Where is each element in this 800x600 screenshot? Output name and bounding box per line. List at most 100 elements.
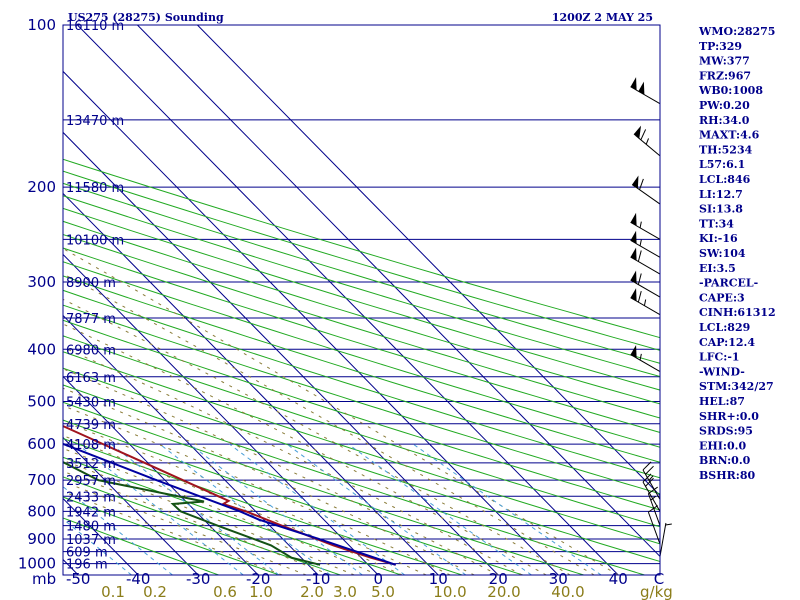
index-line: CINH:61312 xyxy=(699,306,776,319)
index-line: LFC:-1 xyxy=(699,351,740,364)
height-label: 16110 m xyxy=(66,19,124,34)
wind-barb-flag xyxy=(642,461,652,471)
index-line: LI:12.7 xyxy=(699,188,743,201)
mixing-ratio-line xyxy=(412,443,602,575)
mixing-ratio-label: 1.0 xyxy=(249,583,273,600)
height-label: 6980 m xyxy=(66,343,116,358)
dry-adiabat xyxy=(63,496,280,575)
wind-barb-half-flag xyxy=(639,221,642,228)
wind-barb-pennant xyxy=(630,247,637,261)
wind-barb-pennant xyxy=(630,345,637,359)
mixing-ratio-label: 2.0 xyxy=(300,583,324,600)
wind-barb-flag xyxy=(637,291,642,303)
wind-barb-pennant xyxy=(630,230,637,244)
wind-barb xyxy=(659,522,672,557)
wind-barb-pennant xyxy=(633,125,642,139)
wind-barb-pennant xyxy=(632,175,639,189)
pressure-tick-label: 400 xyxy=(27,340,56,358)
mixing-ratio-label: 3.0 xyxy=(333,583,357,600)
dry-adiabat xyxy=(63,233,660,419)
pressure-tick-label: 600 xyxy=(27,435,56,453)
mixing-ratio-line xyxy=(159,443,331,575)
wind-barb-staff xyxy=(630,256,661,275)
isotherm-line xyxy=(63,70,559,575)
mixing-ratio-line xyxy=(347,443,532,575)
mixing-ratio-label: 0.6 xyxy=(213,583,237,600)
temperature-tick-label: -50 xyxy=(66,570,91,588)
wind-barb-flag xyxy=(645,465,654,475)
station-title: US275 (28275) Sounding xyxy=(68,11,224,24)
height-label: 2957 m xyxy=(66,474,116,489)
height-label: 4739 m xyxy=(66,418,116,433)
isotherm-line xyxy=(63,314,319,575)
wind-barb xyxy=(630,212,661,240)
dry-adiabat xyxy=(63,367,660,562)
index-line: SI:13.8 xyxy=(699,203,743,216)
mixing-ratio-label: 40.0 xyxy=(551,583,584,600)
dry-adiabat xyxy=(63,220,660,405)
dry-adiabat xyxy=(63,401,584,575)
wind-barb-pennant xyxy=(630,77,637,91)
wind-barb-flag xyxy=(648,505,658,513)
wind-barb xyxy=(630,345,661,372)
index-line: LCL:846 xyxy=(699,173,751,186)
wind-barb-staff xyxy=(630,86,661,105)
wind-barb-staff xyxy=(630,279,661,298)
index-line: PW:0.20 xyxy=(699,99,750,112)
wind-barb-half-flag xyxy=(648,475,654,481)
isotherm-line xyxy=(63,192,439,575)
index-line: RH:34.0 xyxy=(699,114,750,127)
index-line: MAXT:4.6 xyxy=(699,129,760,142)
temperature-tick-label: -30 xyxy=(186,570,211,588)
index-line: EI:3.5 xyxy=(699,262,736,275)
wind-barb-staff xyxy=(642,469,661,500)
height-label: 11580 m xyxy=(66,181,124,196)
wind-barb xyxy=(630,77,661,105)
isotherm-line xyxy=(137,25,660,558)
temperature-tick-label: 10 xyxy=(429,570,448,588)
wind-barbs xyxy=(630,77,672,557)
dry-adiabat xyxy=(63,335,660,528)
wind-barb-pennant xyxy=(630,270,637,284)
wind-barb-flag xyxy=(637,273,642,285)
pressure-tick-label: 1000 xyxy=(18,555,56,573)
mixing-ratio-label: 0.1 xyxy=(101,583,125,600)
index-line: BSHR:80 xyxy=(699,469,755,482)
dry-adiabat xyxy=(63,351,660,545)
wind-barb-half-flag xyxy=(643,299,647,306)
mixing-ratio-line xyxy=(63,486,173,575)
moist-adiabat xyxy=(63,491,283,575)
dry-adiabat xyxy=(63,304,660,495)
index-line: SRDS:95 xyxy=(699,425,753,438)
wind-barb-flag xyxy=(637,250,642,262)
mixing-ratio-label: 0.2 xyxy=(143,583,167,600)
wind-barb xyxy=(630,270,661,298)
dry-adiabat xyxy=(63,170,660,351)
height-label: 2433 m xyxy=(66,490,116,505)
plot-frame xyxy=(62,24,661,576)
index-line: FRZ:967 xyxy=(699,69,751,82)
pressure-unit: mb xyxy=(32,570,56,588)
mixing-ratio-line xyxy=(63,518,132,575)
height-label: 10100 m xyxy=(66,233,124,248)
dry-adiabat xyxy=(63,419,524,575)
wind-barb-pennant xyxy=(630,212,637,226)
isotherm-line xyxy=(63,253,379,575)
wind-barb xyxy=(630,288,661,316)
dry-adiabat xyxy=(63,158,660,339)
wind-barb xyxy=(647,505,661,545)
wind-barb-flag xyxy=(645,477,654,487)
index-line: SW:104 xyxy=(699,247,746,260)
temperature-tick-label: -40 xyxy=(126,570,151,588)
wind-barb-flag xyxy=(648,486,658,495)
height-label: 609 m xyxy=(66,546,108,561)
index-line: STM:342/27 xyxy=(699,380,774,393)
pressure-tick-label: 900 xyxy=(27,530,56,548)
moist-adiabat xyxy=(63,368,499,575)
dry-adiabat xyxy=(63,195,660,378)
index-line: TP:329 xyxy=(699,40,742,53)
height-label: 13470 m xyxy=(66,114,124,129)
wind-barb-staff xyxy=(647,493,661,526)
